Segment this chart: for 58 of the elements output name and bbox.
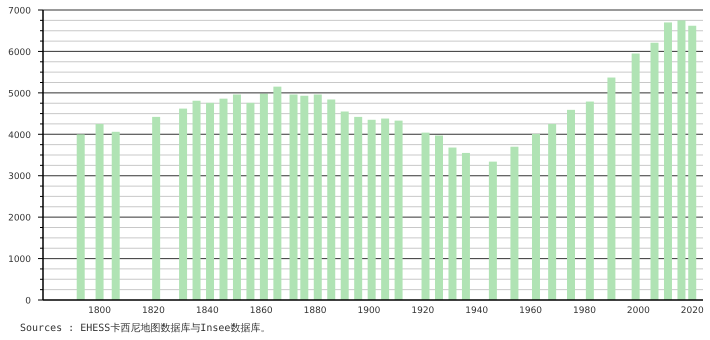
bar	[340, 112, 349, 300]
x-tick-label: 1800	[88, 306, 112, 316]
bar	[422, 132, 430, 300]
bar	[448, 148, 456, 300]
bar	[300, 96, 308, 300]
bar	[192, 100, 201, 300]
y-tick-label: 5000	[8, 89, 32, 100]
bar	[273, 86, 282, 300]
bar	[246, 102, 254, 300]
x-tick-label: 1980	[573, 306, 596, 316]
y-tick-label: 6000	[8, 48, 32, 58]
bar	[510, 146, 518, 300]
bar	[548, 124, 556, 300]
y-tick-label: 2000	[8, 214, 32, 224]
x-tick-label: 2020	[680, 306, 704, 316]
x-tick-label: 1880	[304, 306, 327, 316]
bar	[607, 78, 616, 300]
x-tick-label: 1920	[411, 306, 435, 316]
bar	[688, 26, 696, 300]
y-tick-label: 4000	[8, 130, 32, 141]
bar	[354, 116, 362, 300]
bar	[650, 42, 659, 300]
bar	[532, 134, 540, 300]
bar	[206, 102, 214, 300]
bar	[368, 120, 376, 300]
bar	[632, 54, 640, 300]
bar	[112, 132, 120, 300]
source-note: Sources : EHESS卡西尼地图数据库与Insee数据库。	[20, 322, 270, 334]
bar	[488, 162, 497, 300]
x-tick-label: 1860	[250, 306, 273, 316]
y-tick-label: 1000	[8, 255, 32, 266]
bar	[462, 152, 470, 300]
x-tick-label: 1960	[519, 306, 542, 316]
y-tick-label: 3000	[8, 172, 32, 182]
bar	[219, 98, 228, 300]
x-tick-label: 1940	[465, 306, 488, 316]
bar	[394, 120, 403, 300]
bar	[179, 108, 188, 300]
bar	[96, 124, 104, 300]
bar	[381, 118, 390, 300]
bar	[664, 22, 672, 300]
bar	[567, 110, 575, 300]
x-tick-label: 1900	[358, 306, 381, 316]
y-tick-label: 7000	[8, 6, 32, 16]
bar	[314, 94, 322, 300]
bar	[76, 134, 85, 300]
y-tick-label: 0	[25, 296, 32, 306]
x-tick-label: 2000	[626, 306, 650, 316]
bar	[677, 20, 686, 300]
bar	[290, 94, 298, 300]
bar	[260, 94, 268, 300]
x-tick-label: 1840	[196, 306, 220, 316]
bar	[232, 94, 241, 300]
bar	[327, 99, 336, 300]
x-tick-label: 1820	[142, 306, 166, 316]
bar	[435, 136, 443, 300]
bar	[152, 116, 160, 300]
bar	[586, 102, 594, 300]
